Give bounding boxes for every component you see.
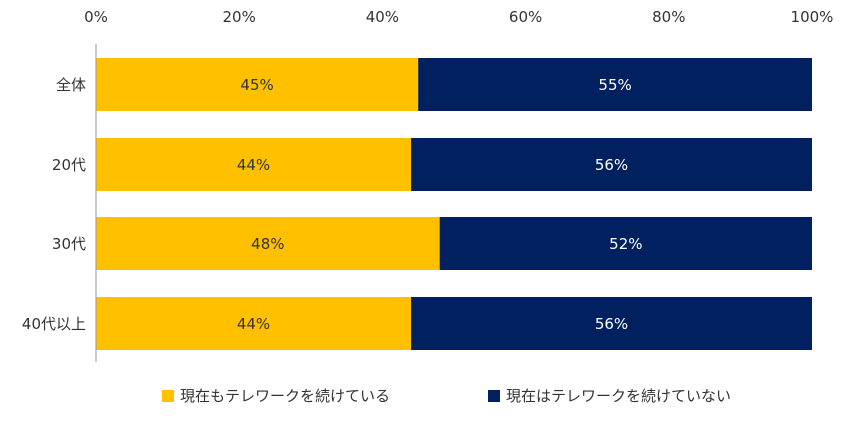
bar-segment-series-2 <box>439 217 812 270</box>
legend-item-series-1: 現在もテレワークを続けている <box>162 385 390 406</box>
bar-segment-series-1 <box>96 58 419 111</box>
bar-segment-series-1 <box>96 217 440 270</box>
x-tick-label: 20% <box>223 8 256 26</box>
bar-segment-series-1 <box>96 297 412 350</box>
bar-segment-series-2 <box>411 297 812 350</box>
legend-swatch-series-1 <box>162 389 174 402</box>
data-label: 44% <box>237 156 270 174</box>
category-label: 全体 <box>56 76 86 94</box>
category-label: 20代 <box>52 156 86 174</box>
data-label: 44% <box>237 315 270 333</box>
bars: 45% 55% 44% 56% 48% 52% 44% 56% <box>96 58 812 350</box>
category-label: 30代 <box>52 235 86 253</box>
legend: 現在もテレワークを続けている 現在はテレワークを続けていない <box>0 385 841 415</box>
bar-segment-series-2 <box>418 58 812 111</box>
data-label: 55% <box>598 76 631 94</box>
data-label: 56% <box>595 156 628 174</box>
legend-label-series-2: 現在はテレワークを続けていない <box>506 387 732 405</box>
category-label: 40代以上 <box>22 315 86 333</box>
x-tick-label: 100% <box>791 8 834 26</box>
x-tick-label: 0% <box>84 8 108 26</box>
x-tick-label: 80% <box>652 8 685 26</box>
data-label: 56% <box>595 315 628 333</box>
x-axis-ticks: 0% 20% 40% 60% 80% 100% <box>84 8 833 26</box>
stacked-bar-chart: 0% 20% 40% 60% 80% 100% 45% 55% 44% 56% 48% 52% 44%… <box>22 8 833 362</box>
data-label: 48% <box>251 235 284 253</box>
x-tick-label: 40% <box>366 8 399 26</box>
x-tick-label: 60% <box>509 8 542 26</box>
bar-segment-series-2 <box>411 138 812 191</box>
bar-segment-series-1 <box>96 138 412 191</box>
legend-swatch-series-2 <box>488 389 500 402</box>
category-labels: 全体 20代 30代 40代以上 <box>22 76 86 333</box>
data-label: 52% <box>609 235 642 253</box>
legend-item-series-2: 現在はテレワークを続けていない <box>488 385 731 406</box>
data-label: 45% <box>240 76 273 94</box>
legend-label-series-1: 現在もテレワークを続けている <box>180 387 391 405</box>
